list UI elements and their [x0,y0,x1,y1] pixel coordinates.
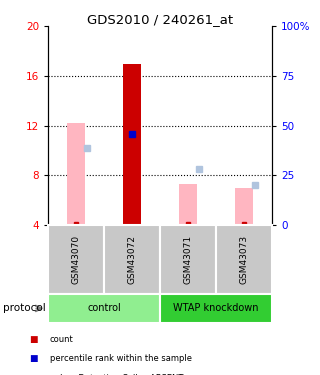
Text: ■: ■ [29,354,37,363]
Text: value, Detection Call = ABSENT: value, Detection Call = ABSENT [50,374,183,375]
Text: WTAP knockdown: WTAP knockdown [173,303,259,313]
Text: count: count [50,335,73,344]
Text: protocol: protocol [3,303,46,313]
Text: GDS2010 / 240261_at: GDS2010 / 240261_at [87,13,233,26]
Bar [235,188,253,225]
Text: GSM43071: GSM43071 [183,235,193,284]
Bar [67,123,85,225]
Text: ■: ■ [29,335,37,344]
Text: ■: ■ [29,374,37,375]
Text: percentile rank within the sample: percentile rank within the sample [50,354,192,363]
Bar [123,63,141,225]
Text: GSM43073: GSM43073 [239,235,249,284]
Text: control: control [87,303,121,313]
Text: GSM43072: GSM43072 [127,235,137,284]
Bar [179,184,197,225]
Text: GSM43070: GSM43070 [71,235,81,284]
